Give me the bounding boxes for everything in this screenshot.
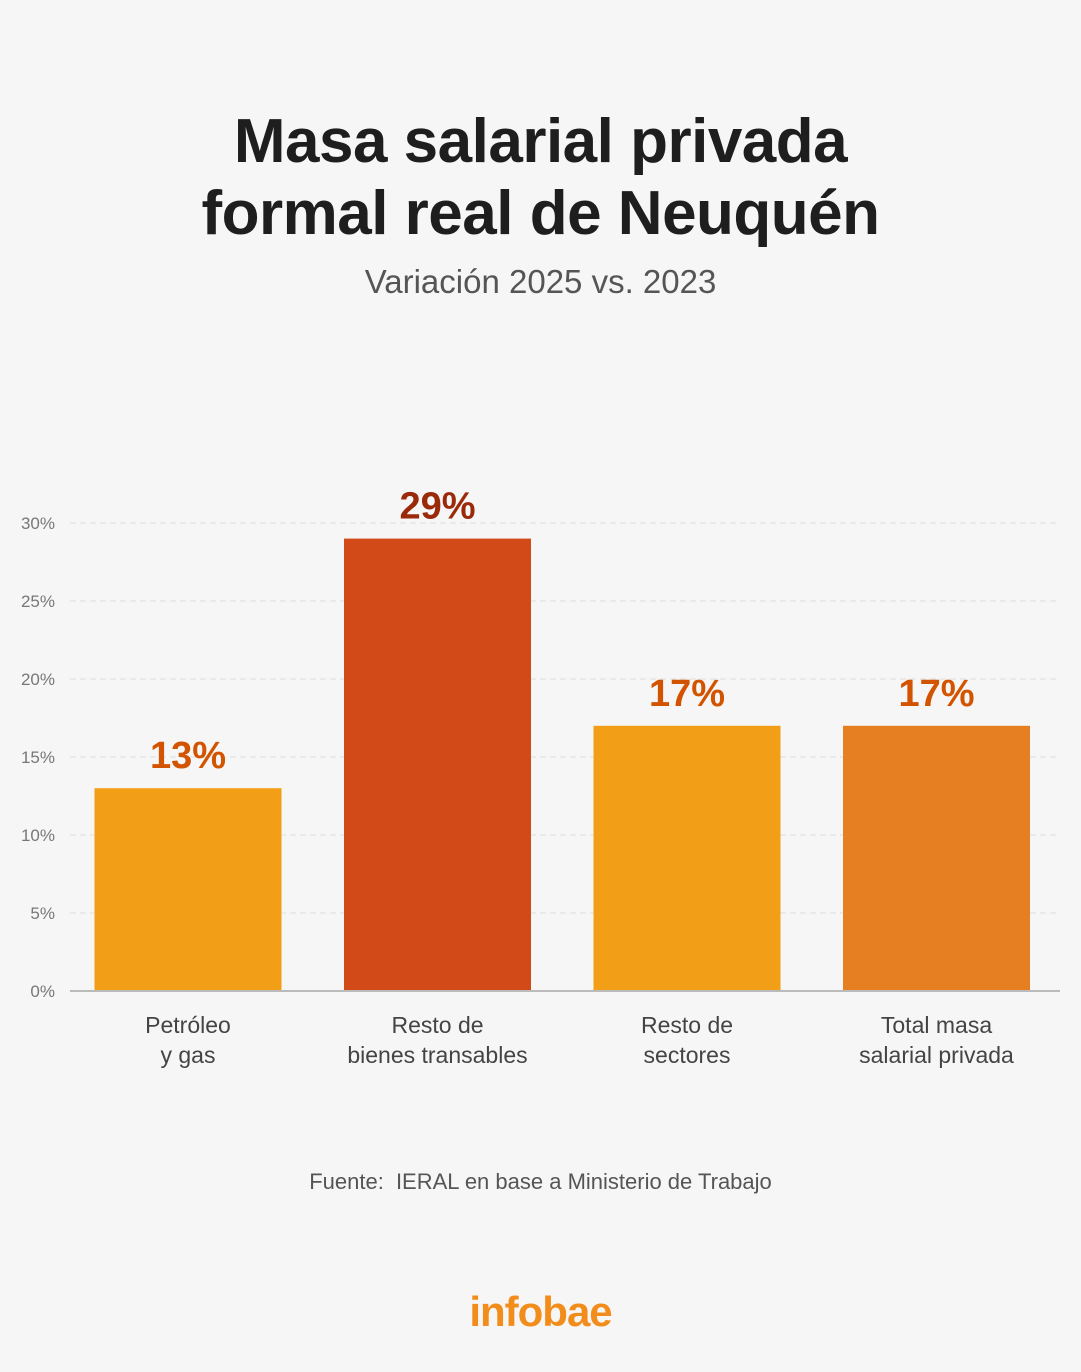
y-tick-label: 0% [30, 982, 55, 1001]
x-tick-label: Resto de [641, 1012, 733, 1038]
infobae-logo: infobae [469, 1288, 612, 1335]
chart-title: Masa salarial privada formal real de Neu… [0, 106, 1081, 250]
bar [344, 538, 531, 991]
x-tick-label: salarial privada [859, 1042, 1014, 1068]
data-label: 17% [649, 673, 725, 715]
source-text: IERAL en base a Ministerio de Trabajo [395, 1169, 772, 1194]
bar [593, 725, 781, 991]
y-tick-label: 20% [21, 670, 55, 689]
data-label: 13% [150, 735, 226, 777]
x-tick-label: Resto de [391, 1012, 483, 1038]
chart-subtitle: Variación 2025 vs. 2023 [364, 263, 717, 300]
data-label: 17% [898, 673, 974, 715]
y-tick-label: 25% [21, 592, 55, 611]
bar [94, 788, 282, 991]
chart-title-line2: formal real de Neuquén [201, 179, 880, 248]
bar [843, 725, 1030, 991]
chart-title-line1: Masa salarial privada [233, 107, 848, 176]
source-label: Fuente: [309, 1169, 384, 1194]
y-tick-label: 30% [21, 514, 55, 533]
source-note: Fuente: IERAL en base a Ministerio de Tr… [0, 1167, 1081, 1197]
x-tick-label: y gas [161, 1042, 216, 1068]
y-tick-label: 10% [21, 826, 55, 845]
x-tick-label: bienes transables [347, 1042, 527, 1068]
data-label: 29% [399, 486, 475, 528]
y-tick-label: 15% [21, 748, 55, 767]
y-tick-label: 5% [30, 904, 55, 923]
x-tick-label: Petróleo [145, 1012, 231, 1038]
x-tick-label: sectores [644, 1042, 731, 1068]
x-tick-label: Total masa [881, 1012, 992, 1038]
